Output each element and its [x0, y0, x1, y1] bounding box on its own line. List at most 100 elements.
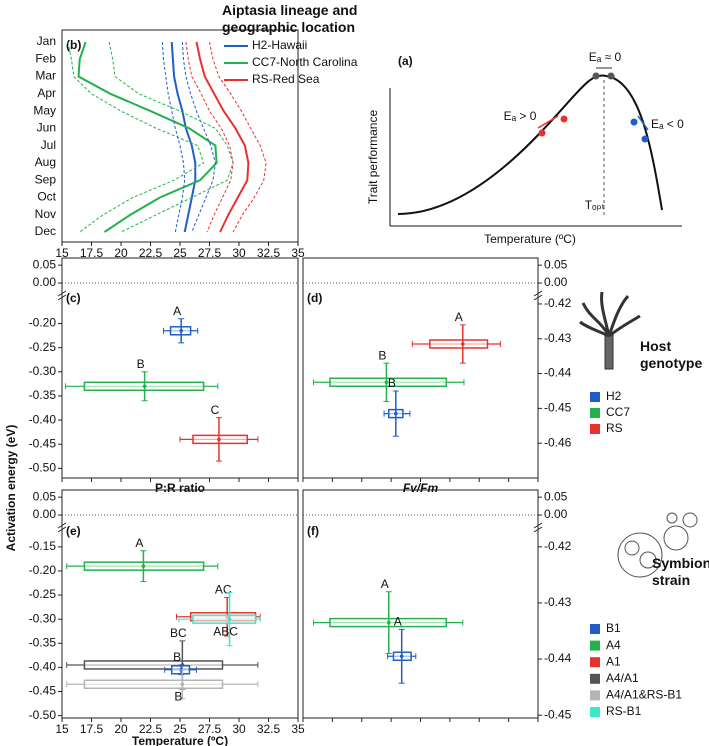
- y-tick-label: Dec: [35, 224, 56, 238]
- legend-swatch: [590, 392, 600, 402]
- significance-letter: A: [455, 310, 463, 324]
- icon-part: [579, 291, 641, 338]
- y-tick-label: -0.20: [29, 563, 57, 577]
- icon-part: [617, 532, 663, 578]
- annotation: Tₒₚₜ: [585, 198, 606, 212]
- point: [538, 129, 546, 137]
- significance-letter: B: [388, 376, 396, 390]
- significance-letter: B: [174, 689, 182, 703]
- point: [384, 380, 389, 385]
- y-tick-label: Jun: [37, 121, 56, 135]
- point: [180, 682, 185, 687]
- point: [399, 654, 404, 659]
- legend-label: A4/A1&RS-B1: [606, 688, 682, 702]
- y-tick-label: -0.43: [544, 331, 572, 345]
- y-tick-label: -0.46: [544, 435, 572, 449]
- plot-frame: [61, 257, 299, 479]
- x-tick-label: 20: [114, 246, 128, 260]
- panel-label: (f): [307, 524, 319, 538]
- icon-part: [663, 525, 689, 551]
- axis-label: Trait performance: [366, 110, 380, 205]
- point: [217, 437, 221, 442]
- annotation: Eₐ ≈ 0: [589, 50, 622, 64]
- legend-swatch: [590, 408, 600, 418]
- x-tick-label: 25: [173, 246, 187, 260]
- y-tick-label: -0.42: [544, 296, 572, 310]
- y-tick-label: Jan: [37, 34, 56, 48]
- significance-letter: A: [394, 615, 402, 629]
- y-tick-label: -0.43: [544, 595, 572, 609]
- y-tick-label: -0.15: [29, 539, 57, 553]
- significance-letter: B: [137, 357, 145, 371]
- point: [607, 72, 615, 80]
- y-tick-label: -0.50: [29, 461, 57, 475]
- series-line: [195, 41, 250, 233]
- legend-swatch: [590, 640, 600, 651]
- significance-letter: B: [378, 348, 386, 362]
- legend-label: CC7: [606, 405, 630, 419]
- y-tick-label: Aug: [35, 155, 56, 169]
- point: [141, 564, 146, 568]
- axis-break: [57, 526, 67, 533]
- axis-label: Temperature (ºC): [484, 232, 576, 246]
- point: [394, 411, 398, 416]
- y-tick-label: 0.05: [33, 257, 57, 271]
- axis-break: [533, 526, 543, 533]
- significance-letter: C: [211, 403, 220, 417]
- icon-part: [604, 334, 614, 370]
- x-tick-label: 22.5: [139, 246, 163, 260]
- plot-frame: [302, 489, 539, 719]
- significance-letter: A: [135, 536, 143, 550]
- y-tick-label: -0.20: [29, 316, 57, 330]
- legend-label: CC7-North Carolina: [252, 55, 358, 69]
- y-tick-label: Mar: [35, 69, 56, 83]
- x-box: [83, 660, 224, 670]
- y-tick-label: -0.45: [544, 401, 572, 415]
- y-tick-label: -0.45: [544, 707, 572, 721]
- y-tick-label: Jul: [41, 138, 56, 152]
- icon-part: [624, 540, 640, 556]
- y-tick-label: -0.44: [544, 651, 572, 665]
- x-tick-label: 22.5: [139, 722, 163, 736]
- y-axis-title: Activation energy (eV): [4, 425, 18, 552]
- significance-letter: A: [381, 577, 389, 591]
- point: [641, 135, 649, 143]
- x-tick-label: 32.5: [257, 246, 281, 260]
- series-line: [108, 41, 234, 233]
- series-line: [67, 41, 205, 233]
- y-tick-label: -0.50: [29, 708, 57, 722]
- legend-label: A4/A1: [606, 671, 639, 685]
- legend-label: H2-Hawaii: [252, 38, 307, 52]
- anemone-icon: [579, 291, 641, 370]
- series-line: [170, 41, 197, 233]
- x-tick-label: 27.5: [198, 246, 222, 260]
- performance-curve: [397, 74, 663, 215]
- y-tick-label: 0.00: [33, 275, 57, 289]
- significance-letter: A: [173, 304, 181, 318]
- annotation: Eₐ < 0: [651, 117, 684, 131]
- point: [592, 72, 600, 80]
- x-box: [192, 614, 257, 624]
- point: [560, 115, 568, 123]
- y-tick-label: -0.30: [29, 611, 57, 625]
- y-tick-label: -0.40: [29, 660, 57, 674]
- point: [386, 620, 391, 625]
- y-tick-label: -0.44: [544, 366, 572, 380]
- y-tick-label: -0.45: [29, 436, 57, 450]
- y-tick-label: 0.05: [544, 489, 568, 503]
- legend-title: Aiptasia lineage and geographic location: [222, 2, 358, 35]
- y-tick-label: -0.25: [29, 340, 57, 354]
- legend-label: H2: [606, 389, 622, 403]
- series-line: [181, 41, 216, 233]
- y-tick-label: -0.40: [29, 412, 57, 426]
- x-box: [83, 679, 224, 690]
- x-tick-label: 15: [55, 246, 69, 260]
- y-tick-label: 0.00: [544, 275, 568, 289]
- series-line: [209, 41, 267, 233]
- point: [142, 384, 147, 389]
- x-tick-label: 15: [55, 722, 69, 736]
- point: [179, 328, 183, 333]
- x-tick-label: 30: [232, 246, 246, 260]
- legend-swatch: [590, 657, 600, 668]
